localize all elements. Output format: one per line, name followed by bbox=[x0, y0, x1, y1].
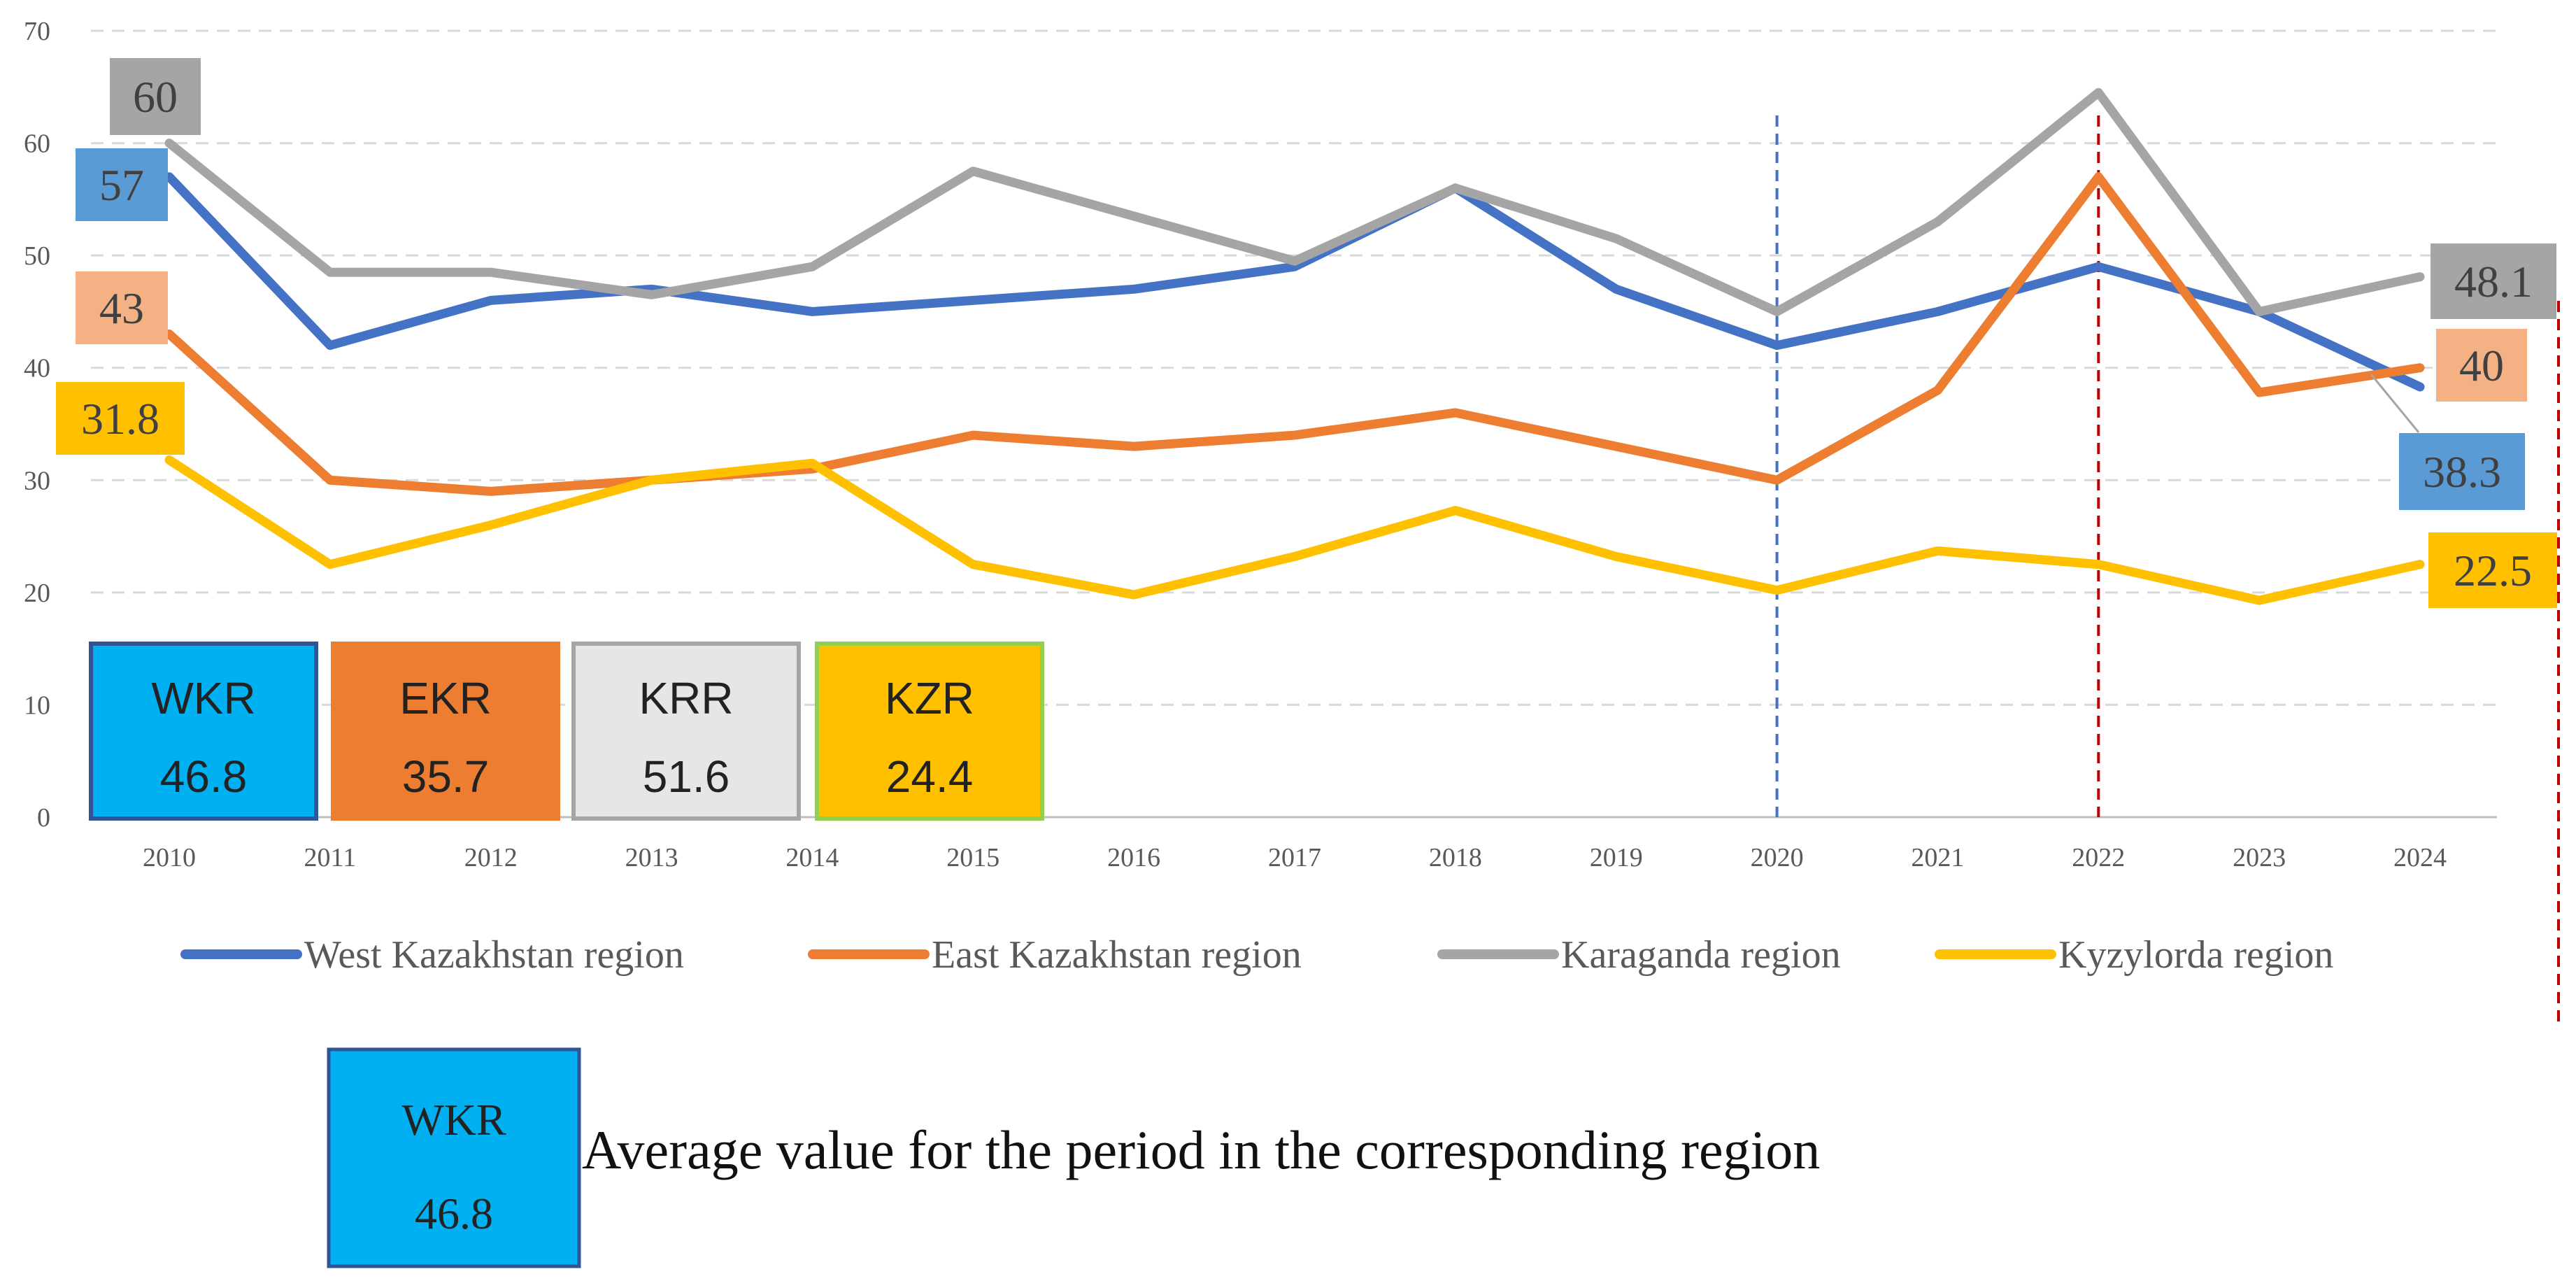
legend-label: East Kazakhstan region bbox=[932, 933, 1302, 977]
y-tick-label: 40 bbox=[24, 354, 50, 383]
x-tick-label: 2020 bbox=[1751, 843, 1804, 872]
note-value: 46.8 bbox=[415, 1189, 493, 1238]
average-value: 35.7 bbox=[402, 751, 490, 802]
series-line-karaganda-region bbox=[164, 87, 2425, 316]
point-label-box bbox=[2431, 243, 2556, 319]
x-tick-label: 2011 bbox=[304, 843, 357, 872]
average-value: 46.8 bbox=[160, 751, 248, 802]
point-label-box bbox=[76, 148, 168, 221]
series-line-east-kazakhstan-region bbox=[164, 172, 2425, 496]
point-label-text: 48.1 bbox=[2454, 257, 2533, 306]
point-label-text: 38.3 bbox=[2423, 447, 2501, 497]
gridlines bbox=[91, 29, 2497, 706]
series-line-kyzylorda-region bbox=[164, 455, 2425, 605]
x-tick-label: 2022 bbox=[2072, 843, 2125, 872]
y-tick-label: 20 bbox=[24, 579, 50, 608]
y-tick-label: 70 bbox=[24, 17, 50, 46]
point-label-box bbox=[110, 58, 201, 135]
x-tick-label: 2017 bbox=[1268, 843, 1321, 872]
point-label-box bbox=[2428, 532, 2557, 608]
legend-label: West Kazakhstan region bbox=[304, 933, 684, 977]
point-labels: 60 57 43 31.8 48.1 40 38.3 22.5 bbox=[56, 58, 2557, 608]
average-code: KZR bbox=[885, 673, 974, 723]
point-label-box bbox=[56, 382, 185, 455]
point-label-box bbox=[2436, 329, 2527, 402]
leader-line bbox=[2370, 374, 2420, 433]
legend-label: Kyzylorda region bbox=[2058, 933, 2333, 977]
x-tick-label: 2024 bbox=[2393, 843, 2447, 872]
point-label-box bbox=[76, 271, 168, 344]
average-code: KRR bbox=[639, 673, 733, 723]
x-tick-label: 2018 bbox=[1429, 843, 1482, 872]
point-label-text: 60 bbox=[133, 72, 178, 122]
x-tick-label: 2010 bbox=[143, 843, 196, 872]
legend: West Kazakhstan region East Kazakhstan re… bbox=[180, 933, 2333, 977]
note-text: Average value for the period in the corr… bbox=[582, 1119, 1820, 1180]
note: WKR 46.8 Average value for the period in… bbox=[327, 1047, 1820, 1268]
y-tick-label: 30 bbox=[24, 466, 50, 495]
x-axis: 2010 2011 2012 2013 2014 2015 2016 2017 2018 2019… bbox=[91, 816, 2497, 872]
point-label-box bbox=[2399, 433, 2525, 510]
average-box-krr bbox=[571, 642, 801, 821]
average-value: 24.4 bbox=[886, 751, 974, 802]
average-boxes: WKR 46.8 EKR 35.7 KRR 51.6 KZR 24.4 bbox=[89, 642, 1044, 821]
average-box-wkr bbox=[89, 642, 318, 821]
note-code: WKR bbox=[401, 1095, 506, 1145]
y-tick-label: 50 bbox=[24, 241, 50, 271]
y-tick-label: 10 bbox=[24, 691, 50, 720]
x-tick-label: 2012 bbox=[464, 843, 518, 872]
average-code: EKR bbox=[399, 673, 492, 723]
x-tick-label: 2015 bbox=[946, 843, 999, 872]
point-label-text: 40 bbox=[2459, 341, 2504, 390]
average-box-kzr bbox=[815, 642, 1044, 821]
x-tick-label: 2016 bbox=[1107, 843, 1160, 872]
note-box bbox=[327, 1047, 581, 1268]
point-label-text: 43 bbox=[99, 283, 144, 333]
y-axis: 0 10 20 30 40 50 60 70 bbox=[24, 17, 50, 833]
point-label-text: 22.5 bbox=[2454, 546, 2532, 595]
series-line-west-kazakhstan-region bbox=[164, 172, 2425, 392]
vertical-markers bbox=[1775, 115, 2560, 1028]
x-tick-label: 2019 bbox=[1590, 843, 1643, 872]
average-code: WKR bbox=[151, 673, 255, 723]
legend-label: Karaganda region bbox=[1561, 933, 1841, 977]
series-lines bbox=[164, 87, 2425, 605]
y-tick-label: 0 bbox=[37, 803, 50, 833]
average-box-ekr bbox=[331, 642, 560, 821]
point-label-text: 31.8 bbox=[81, 394, 159, 444]
x-tick-label: 2014 bbox=[785, 843, 839, 872]
point-label-text: 57 bbox=[99, 160, 144, 210]
x-tick-label: 2023 bbox=[2233, 843, 2286, 872]
x-tick-label: 2013 bbox=[625, 843, 678, 872]
x-tick-label: 2021 bbox=[1911, 843, 1964, 872]
y-tick-label: 60 bbox=[24, 129, 50, 159]
average-value: 51.6 bbox=[643, 751, 730, 802]
